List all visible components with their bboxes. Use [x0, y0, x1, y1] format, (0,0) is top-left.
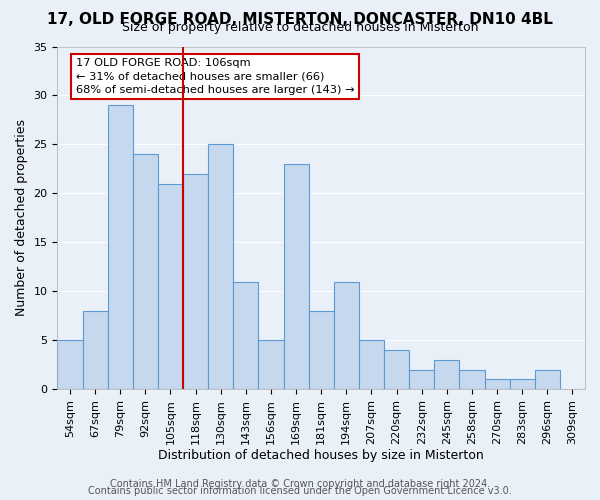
- Bar: [460, 370, 485, 389]
- Bar: [158, 184, 183, 389]
- Bar: [384, 350, 409, 389]
- Text: 17, OLD FORGE ROAD, MISTERTON, DONCASTER, DN10 4BL: 17, OLD FORGE ROAD, MISTERTON, DONCASTER…: [47, 12, 553, 26]
- Bar: [359, 340, 384, 389]
- Bar: [133, 154, 158, 389]
- Text: 17 OLD FORGE ROAD: 106sqm
← 31% of detached houses are smaller (66)
68% of semi-: 17 OLD FORGE ROAD: 106sqm ← 31% of detac…: [76, 58, 355, 95]
- Bar: [409, 370, 434, 389]
- Text: Size of property relative to detached houses in Misterton: Size of property relative to detached ho…: [122, 22, 478, 35]
- Bar: [58, 340, 83, 389]
- Bar: [535, 370, 560, 389]
- Text: Contains HM Land Registry data © Crown copyright and database right 2024.: Contains HM Land Registry data © Crown c…: [110, 479, 490, 489]
- Bar: [233, 282, 259, 389]
- Bar: [308, 311, 334, 389]
- Bar: [434, 360, 460, 389]
- Bar: [208, 144, 233, 389]
- Y-axis label: Number of detached properties: Number of detached properties: [15, 120, 28, 316]
- Bar: [284, 164, 308, 389]
- Text: Contains public sector information licensed under the Open Government Licence v3: Contains public sector information licen…: [88, 486, 512, 496]
- X-axis label: Distribution of detached houses by size in Misterton: Distribution of detached houses by size …: [158, 450, 484, 462]
- Bar: [334, 282, 359, 389]
- Bar: [183, 174, 208, 389]
- Bar: [107, 106, 133, 389]
- Bar: [485, 380, 509, 389]
- Bar: [83, 311, 107, 389]
- Bar: [509, 380, 535, 389]
- Bar: [259, 340, 284, 389]
